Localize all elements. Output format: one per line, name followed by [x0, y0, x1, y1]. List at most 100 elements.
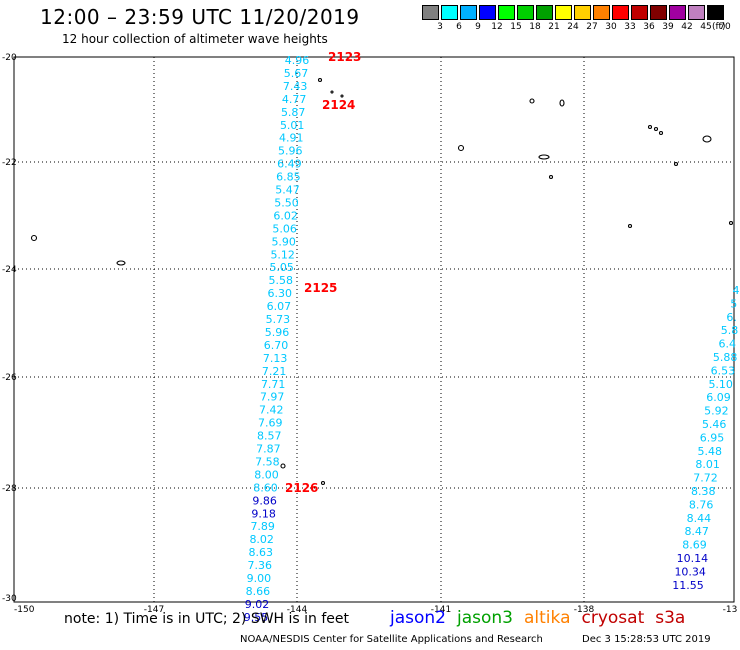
island-shape — [548, 174, 554, 180]
wave-height-value: 7.89 — [250, 520, 275, 533]
color-scale-swatch — [593, 5, 610, 20]
longitude-label: -13 — [723, 605, 738, 615]
wave-height-value: 4.91 — [279, 132, 304, 145]
wave-height-value: 11.55 — [672, 579, 704, 592]
color-scale-tick-label: 70 — [719, 22, 731, 32]
latitude-label: -24 — [2, 265, 17, 275]
wave-height-value: 5.48 — [698, 445, 723, 458]
wave-height-value: 9.00 — [247, 572, 272, 585]
wave-height-value: 6.09 — [706, 391, 731, 404]
color-scale-tick-label: 36 — [643, 22, 655, 32]
color-scale-tick-label: 21 — [548, 22, 560, 32]
generation-timestamp: Dec 3 15:28:53 UTC 2019 — [582, 634, 711, 645]
color-scale-tick-label: 18 — [529, 22, 541, 32]
wave-height-value: 5.01 — [280, 119, 305, 132]
wave-height-value: 5.90 — [271, 235, 296, 248]
footer-note: note: 1) Time is in UTC; 2) SWH is in fe… — [64, 611, 350, 627]
latitude-label: -22 — [2, 158, 17, 168]
wave-height-value: 8.44 — [687, 512, 712, 525]
wave-height-value: 7.72 — [693, 472, 718, 485]
latitude-label: -28 — [2, 484, 17, 494]
wave-height-value: 6.07 — [267, 300, 292, 313]
color-scale-swatch — [688, 5, 705, 20]
island-shape — [457, 144, 465, 152]
longitude-label: -141 — [431, 605, 451, 615]
wave-height-value: 8.47 — [684, 525, 709, 538]
color-scale-tick-label: 6 — [456, 22, 462, 32]
wave-height-value: 7.58 — [255, 455, 280, 468]
wave-height-value: 8.66 — [246, 585, 271, 598]
island-shape — [647, 124, 653, 130]
color-scale-swatch — [479, 5, 496, 20]
color-scale-swatch — [612, 5, 629, 20]
wave-height-value: 8.00 — [254, 468, 279, 481]
island-shape — [340, 94, 344, 98]
longitude-label: -138 — [574, 605, 595, 615]
wave-height-value: 5.8 — [721, 324, 739, 337]
wave-height-value: 7.13 — [263, 352, 288, 365]
island-shape — [559, 99, 565, 107]
wave-height-value: 7.87 — [256, 443, 281, 456]
color-scale-tick-label: 15 — [510, 22, 522, 32]
pass-number-label: 2123 — [328, 50, 361, 64]
latitude-label: -20 — [2, 53, 17, 63]
island-shape — [728, 220, 734, 226]
pass-number-label: 2124 — [322, 98, 355, 112]
wave-height-value: 7.97 — [260, 391, 285, 404]
pass-number-label: 2125 — [304, 281, 337, 295]
color-scale-tick-label: 3 — [437, 22, 443, 32]
island-outlines — [30, 77, 734, 486]
wave-height-value: 7.42 — [259, 404, 284, 417]
wave-height-value: 4 — [733, 284, 740, 297]
wave-height-value: 5.10 — [708, 378, 733, 391]
wave-height-value: 6.95 — [700, 431, 725, 444]
wave-height-value: 8.38 — [691, 485, 716, 498]
color-scale-swatch — [707, 5, 724, 20]
color-scale-tick-label: 45 — [700, 22, 712, 32]
wave-height-value: 9.55 — [244, 611, 269, 624]
satellite-legend-item: cryosat — [581, 608, 645, 628]
color-scale-swatch — [669, 5, 686, 20]
wave-height-value: 5.12 — [270, 248, 295, 261]
wave-height-value: 5.92 — [704, 405, 729, 418]
wave-height-value: 5.05 — [269, 261, 294, 274]
wave-height-value: 9.18 — [251, 507, 276, 520]
island-shape — [627, 223, 633, 229]
color-scale-swatch — [555, 5, 572, 20]
wave-height-value: 10.14 — [677, 552, 709, 565]
color-scale-swatch — [517, 5, 534, 20]
color-scale-swatch — [460, 5, 477, 20]
wave-height-value: 6.4 — [719, 338, 737, 351]
chart-title: 12:00 – 23:59 UTC 11/20/2019 — [40, 5, 360, 29]
color-scale-swatch — [422, 5, 439, 20]
wave-height-value: 7.71 — [261, 378, 286, 391]
wave-height-value: 6.30 — [268, 287, 293, 300]
map-axis-labels: -20 -22 -24 -26 -28 -30-150 -147 -144 -141 -138 -1… — [2, 53, 737, 615]
color-scale-tick-label: 12 — [491, 22, 503, 32]
wave-height-value: 5.67 — [284, 67, 309, 80]
color-scale-tick-label: 24 — [567, 22, 579, 32]
latitude-label: -30 — [2, 594, 17, 604]
color-scale-swatch — [574, 5, 591, 20]
wave-height-value: 5.73 — [266, 313, 291, 326]
wave-height-value: 5.47 — [275, 184, 300, 197]
altimeter-track-west: 4.965.677.434.775.875.014.915.966.496.85… — [244, 54, 310, 624]
satellite-legend-item: jason3 — [457, 608, 513, 628]
color-scale-tick-label: 30 — [605, 22, 617, 32]
wave-height-value: 8.69 — [682, 539, 707, 552]
wave-height-value: 5 — [730, 297, 737, 310]
chart-subtitle: 12 hour collection of altimeter wave hei… — [62, 32, 328, 46]
wave-height-value: 7.21 — [262, 365, 287, 378]
wave-height-value: 6. — [726, 311, 737, 324]
island-shape — [280, 463, 286, 469]
island-shape — [658, 130, 664, 136]
map-frame — [13, 56, 735, 603]
longitude-label: -147 — [144, 605, 164, 615]
wave-height-value: 10.34 — [674, 565, 706, 578]
wave-height-value: 5.58 — [269, 274, 294, 287]
wave-height-value: 8.01 — [695, 458, 720, 471]
wave-height-value: 5.96 — [278, 145, 303, 158]
satellite-legend-item: altika — [524, 608, 571, 628]
wave-height-value: 5.87 — [281, 106, 306, 119]
